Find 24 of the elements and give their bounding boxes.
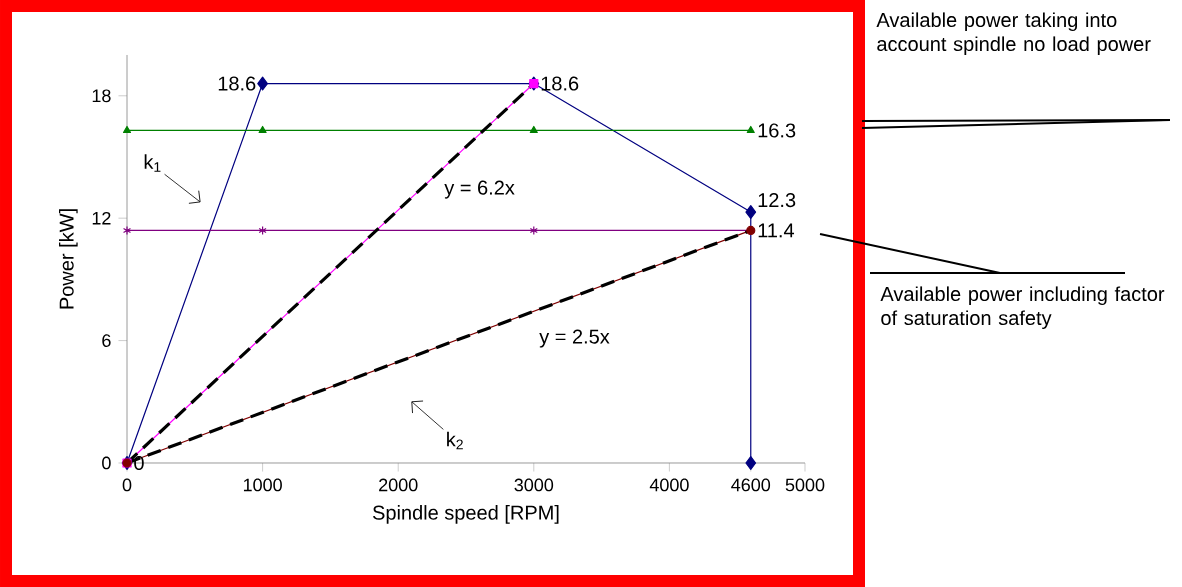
data-label: 12.3 bbox=[758, 192, 796, 208]
x-tick-label: 4600 bbox=[731, 478, 771, 492]
y-tick-label: 0 bbox=[102, 456, 111, 470]
x-tick-label: 2000 bbox=[379, 478, 418, 492]
data-label: 11.4 bbox=[758, 223, 795, 238]
text: Available power taking into account spindle no load power bbox=[876, 12, 1151, 56]
annotation: k$_{2}$ bbox=[447, 431, 463, 450]
y-tick-label: 12 bbox=[92, 211, 111, 225]
data-label: 16.3 bbox=[758, 123, 796, 138]
annotation: y = 6.2x bbox=[444, 180, 515, 199]
annotation: k$_{1}$ bbox=[144, 154, 161, 172]
x-tick-label: 1000 bbox=[243, 478, 282, 492]
data-label: 18.6 bbox=[541, 76, 579, 91]
x-tick-label: 0 bbox=[122, 478, 132, 492]
y-tick-label: 6 bbox=[102, 334, 111, 347]
x-tick-label: 3000 bbox=[514, 478, 554, 492]
annotation: y = 2.5x bbox=[539, 329, 610, 348]
y-axis-title: Power [kW] bbox=[59, 209, 78, 309]
x-tick-label: 5000 bbox=[785, 478, 825, 492]
data-label: 18.6 bbox=[218, 76, 256, 91]
x-tick-label: 4000 bbox=[649, 478, 689, 492]
y-tick-label: 18 bbox=[92, 89, 111, 103]
x-axis-title: Spindle speed [RPM] bbox=[372, 505, 559, 524]
text: Available power including factor of saturation safety bbox=[880, 286, 1165, 330]
